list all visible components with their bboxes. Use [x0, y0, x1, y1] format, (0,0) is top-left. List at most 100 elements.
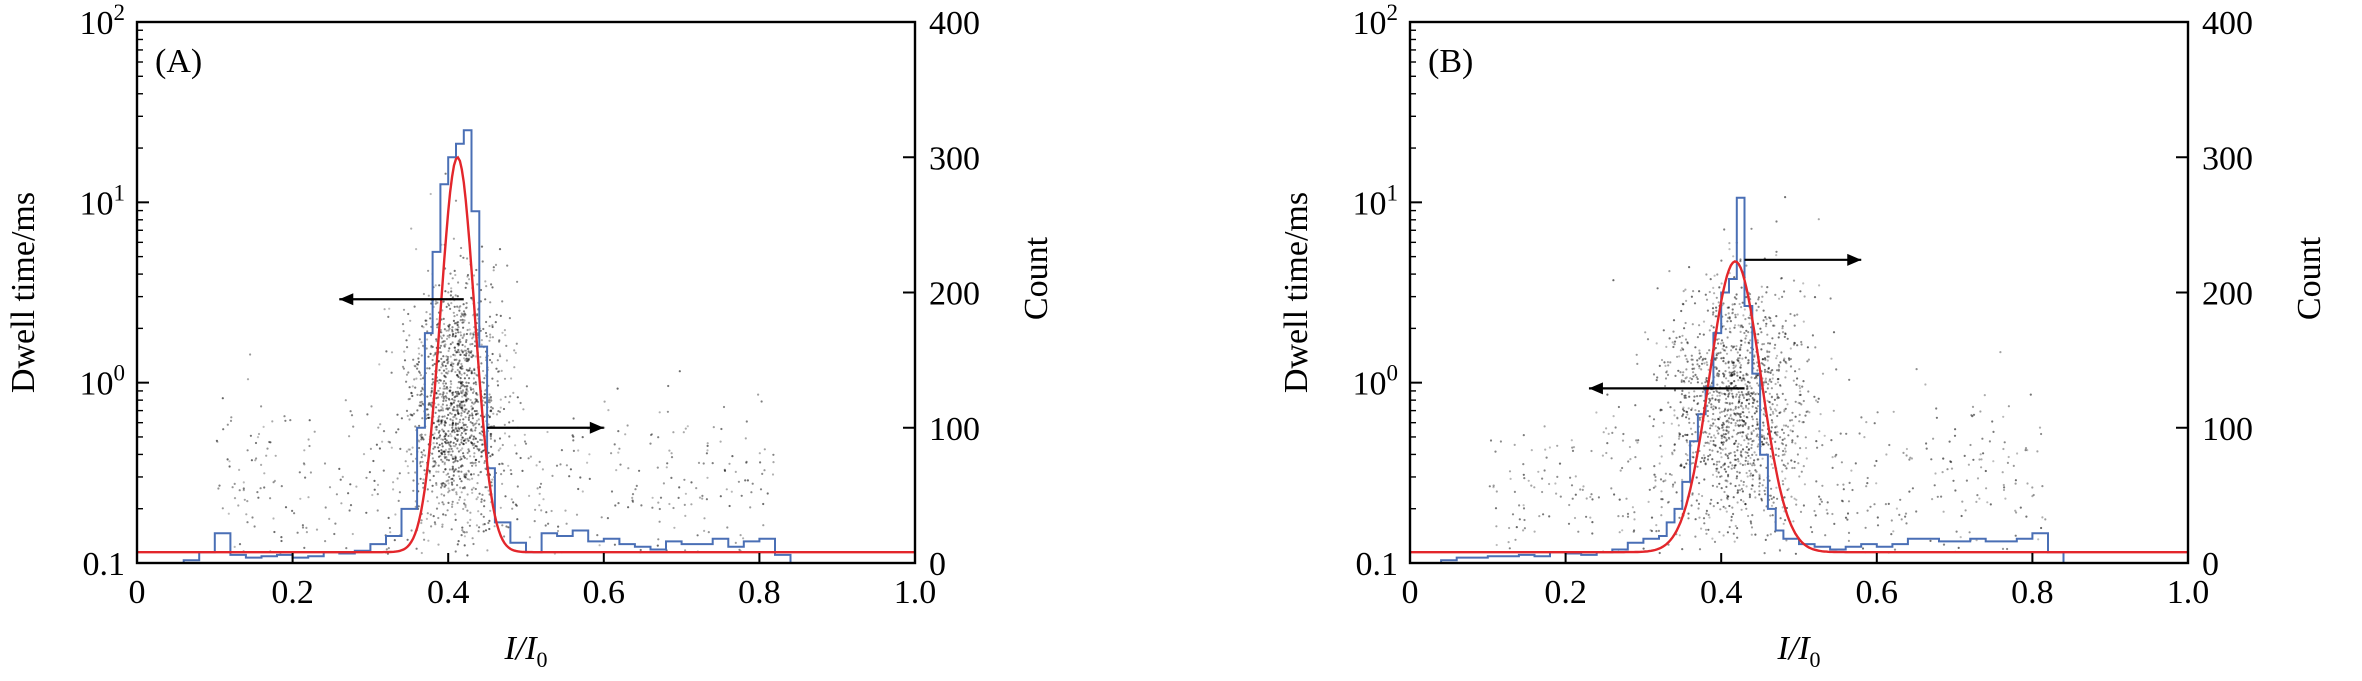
scatter-point — [1728, 403, 1731, 406]
scatter-point — [417, 347, 420, 350]
scatter-point — [508, 435, 511, 438]
scatter-point — [456, 368, 459, 372]
scatter-point — [480, 433, 483, 436]
scatter-point — [1688, 266, 1691, 269]
scatter-point — [456, 410, 460, 414]
scatter-point — [1728, 417, 1731, 420]
scatter-point — [377, 426, 380, 429]
scatter-point — [465, 428, 469, 431]
scatter-point — [1690, 408, 1693, 411]
scatter-point — [1770, 463, 1773, 466]
scatter-point — [707, 531, 710, 534]
scatter-point — [1720, 475, 1723, 478]
panel-label: (A) — [155, 43, 202, 80]
scatter-point — [2015, 511, 2018, 514]
scatter-point — [460, 464, 463, 468]
scatter-point — [544, 524, 547, 527]
scatter-point — [437, 450, 441, 453]
scatter-point — [1654, 485, 1657, 488]
scatter-point — [1709, 398, 1712, 401]
scatter-point — [431, 457, 434, 460]
scatter-point — [1776, 404, 1779, 407]
scatter-point — [1742, 374, 1745, 377]
scatter-point — [701, 497, 704, 500]
scatter-point — [413, 364, 416, 367]
scatter-point — [446, 509, 449, 512]
scatter-point — [1767, 355, 1770, 358]
scatter-point — [1734, 365, 1737, 369]
scatter-point — [243, 498, 246, 501]
scatter-point — [233, 482, 236, 485]
scatter-point — [457, 381, 460, 384]
scatter-point — [725, 488, 728, 491]
scatter-point — [1800, 340, 1803, 344]
scatter-point — [440, 452, 443, 455]
scatter-point — [456, 438, 459, 441]
scatter-point — [427, 413, 430, 416]
scatter-point — [467, 347, 470, 350]
scatter-point — [1700, 362, 1704, 365]
scatter-point — [2014, 482, 2017, 485]
x-tick-label: 0.6 — [1856, 574, 1899, 611]
scatter-point — [1692, 422, 1695, 425]
scatter-point — [423, 469, 426, 472]
scatter-point — [1766, 387, 1769, 390]
scatter-point — [1755, 374, 1758, 377]
scatter-point — [1829, 297, 1832, 300]
scatter-point — [1721, 443, 1725, 446]
scatter-point — [1799, 447, 1802, 450]
scatter-point — [1590, 493, 1593, 496]
scatter-point — [1732, 255, 1735, 258]
scatter-point — [435, 483, 438, 486]
scatter-point — [1684, 433, 1687, 436]
scatter-point — [452, 391, 455, 394]
scatter-point — [1802, 320, 1805, 323]
scatter-point — [1750, 526, 1754, 529]
scatter-point — [1717, 400, 1721, 403]
scatter-point — [556, 529, 560, 533]
scatter-point — [2006, 547, 2009, 551]
scatter-point — [1695, 476, 1698, 479]
scatter-point — [481, 443, 484, 446]
scatter-point — [451, 488, 454, 491]
scatter-point — [1671, 451, 1674, 454]
scatter-point — [1704, 293, 1707, 296]
scatter-point — [498, 437, 502, 440]
scatter-point — [1729, 413, 1732, 416]
scatter-point — [1721, 347, 1724, 350]
scatter-point — [1890, 519, 1893, 522]
scatter-point — [1711, 313, 1715, 316]
scatter-point — [472, 333, 475, 336]
scatter-point — [1749, 351, 1752, 354]
scatter-point — [463, 372, 466, 375]
scatter-point — [1738, 376, 1742, 379]
scatter-point — [443, 453, 446, 456]
scatter-point — [1762, 381, 1766, 384]
scatter-point — [1670, 422, 1673, 425]
scatter-point — [397, 499, 400, 502]
scatter-point — [420, 400, 423, 403]
scatter-point — [1731, 346, 1734, 349]
scatter-point — [1727, 432, 1730, 435]
x-tick-label: 0.4 — [1700, 574, 1743, 611]
scatter-point — [1760, 434, 1763, 437]
scatter-point — [451, 455, 454, 458]
scatter-point — [495, 367, 498, 370]
scatter-point — [449, 272, 452, 275]
scatter-point — [407, 371, 410, 374]
scatter-point — [1754, 533, 1757, 536]
scatter-point — [1750, 446, 1753, 450]
scatter-point — [1710, 498, 1713, 501]
scatter-point — [464, 345, 467, 348]
scatter-point — [260, 405, 263, 408]
scatter-point — [467, 350, 470, 353]
scatter-point — [442, 382, 445, 385]
scatter-point — [1981, 437, 1984, 440]
scatter-point — [426, 367, 429, 370]
scatter-point — [463, 473, 466, 476]
scatter-point — [440, 486, 443, 489]
scatter-point — [1686, 454, 1689, 457]
scatter-point — [1700, 368, 1703, 371]
scatter-point — [459, 377, 462, 380]
scatter-point — [442, 503, 445, 506]
